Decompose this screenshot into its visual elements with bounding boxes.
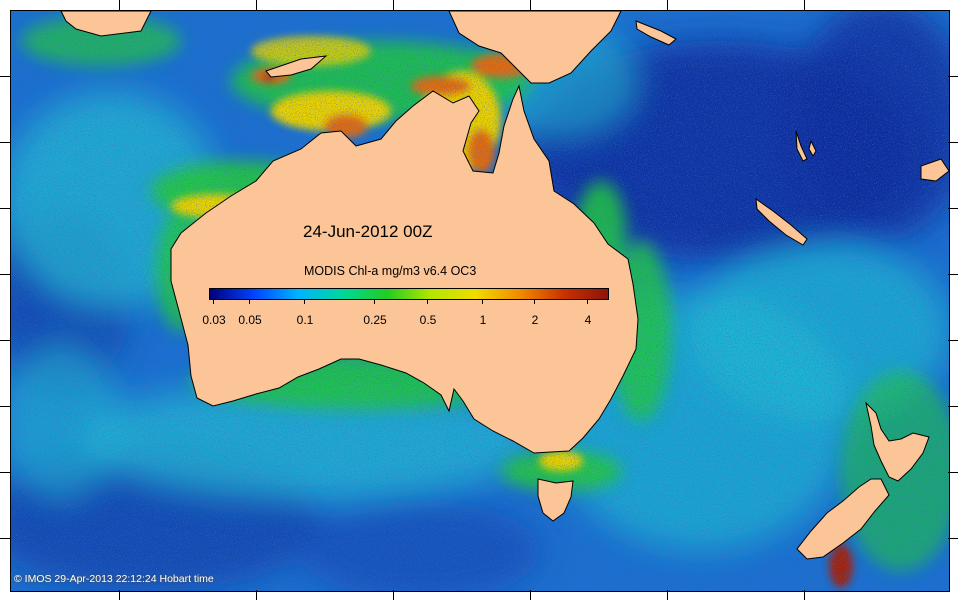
timor-islands [60, 11, 152, 37]
colorbar-label: 0.05 [238, 313, 262, 327]
frame-tick [948, 340, 958, 341]
frame-tick [0, 274, 10, 275]
frame-tick [948, 538, 958, 539]
frame-tick [948, 142, 958, 143]
frame-tick [948, 472, 958, 473]
colorbar-tick [427, 300, 428, 304]
frame-tick [119, 590, 120, 600]
frame-tick [0, 340, 10, 341]
solomon-vanuatu-islands [635, 20, 817, 162]
colorbar-tick [249, 300, 250, 304]
australia-mainland [170, 84, 639, 454]
frame-tick [0, 76, 10, 77]
map-frame [10, 10, 950, 592]
colorbar-label: 0.25 [363, 313, 387, 327]
frame-tick [0, 472, 10, 473]
frame-tick [948, 274, 958, 275]
colorbar-title: MODIS Chl-a mg/m3 v6.4 OC3 [304, 264, 477, 278]
frame-tick [667, 0, 668, 10]
colorbar [209, 288, 609, 300]
date-label: 24-Jun-2012 00Z [303, 222, 433, 241]
colorbar-tick [304, 300, 305, 304]
colorbar-label: 1 [479, 313, 487, 327]
new-caledonia [755, 197, 808, 246]
fiji [920, 158, 949, 182]
chlorophyll-map [11, 11, 949, 591]
colorbar-tick [374, 300, 375, 304]
frame-tick [667, 590, 668, 600]
colorbar-label: 2 [531, 313, 539, 327]
frame-tick [530, 0, 531, 10]
frame-tick [256, 590, 257, 600]
colorbar-label: 4 [584, 313, 592, 327]
frame-tick [530, 590, 531, 600]
frame-tick [0, 406, 10, 407]
colorbar-label: 0.1 [296, 313, 314, 327]
colorbar-tick [213, 300, 214, 304]
frame-tick [0, 208, 10, 209]
colorbar-tick [482, 300, 483, 304]
frame-tick [0, 142, 10, 143]
landmasses [60, 11, 949, 560]
new-guinea [448, 11, 622, 84]
frame-tick [256, 0, 257, 10]
copyright-text: © IMOS 29-Apr-2013 22:12:24 Hobart time [14, 573, 214, 585]
timor [265, 55, 328, 78]
colorbar-tick [534, 300, 535, 304]
frame-tick [393, 0, 394, 10]
tasmania [537, 478, 574, 522]
frame-tick [948, 208, 958, 209]
frame-tick [804, 0, 805, 10]
new-zealand-south-island [796, 478, 890, 560]
frame-tick [119, 0, 120, 10]
colorbar-label: 0.03 [202, 313, 226, 327]
frame-tick [948, 76, 958, 77]
frame-tick [804, 590, 805, 600]
frame-tick [948, 406, 958, 407]
new-zealand-north-island [865, 401, 930, 482]
colorbar-tick [587, 300, 588, 304]
colorbar-label: 0.5 [419, 313, 437, 327]
frame-tick [393, 590, 394, 600]
frame-tick [0, 538, 10, 539]
